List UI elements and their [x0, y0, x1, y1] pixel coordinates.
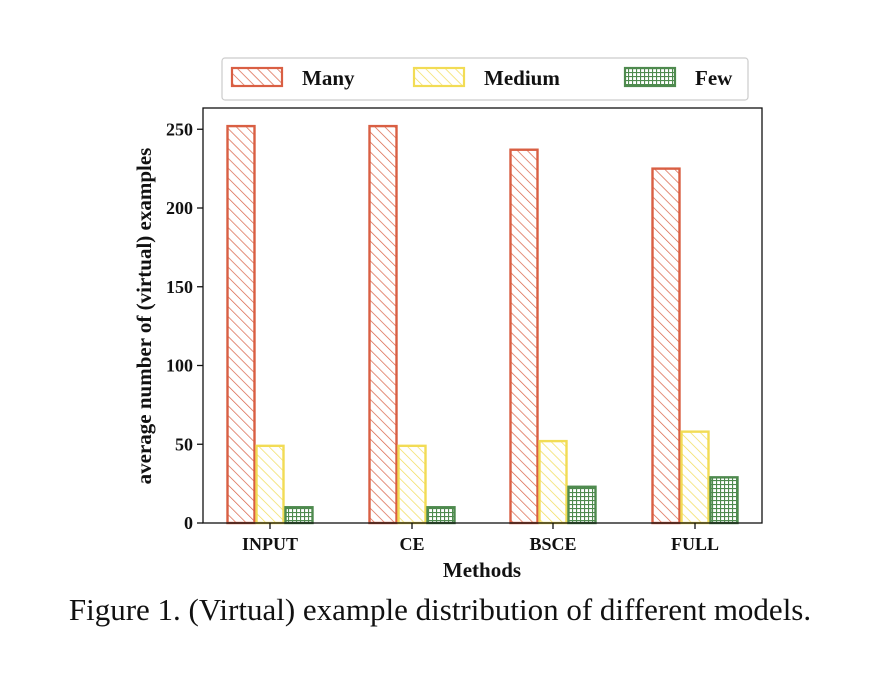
y-tick-label: 0 — [184, 513, 193, 533]
bar-few-bsce — [567, 485, 597, 525]
y-axis-label: average number of (virtual) examples — [132, 148, 156, 485]
bar-many-ce — [368, 124, 398, 525]
x-tick-label-full: FULL — [671, 534, 719, 554]
x-axis: INPUT CE BSCE FULL — [242, 523, 719, 554]
legend-swatch-medium — [412, 66, 466, 88]
x-tick-label-bsce: BSCE — [529, 534, 576, 554]
x-tick-label-input: INPUT — [242, 534, 298, 554]
bar-few-ce — [426, 506, 456, 525]
y-tick-label: 150 — [166, 277, 193, 297]
legend-frame — [221, 57, 749, 101]
bar-many-input — [226, 124, 256, 525]
bar-few-full — [709, 476, 739, 525]
y-tick-label: 50 — [175, 434, 193, 454]
figure-caption: Figure 1. (Virtual) example distribution… — [68, 592, 812, 627]
legend: Many Medium Few — [221, 57, 749, 101]
bar-many-full — [651, 167, 681, 525]
bar-few-input — [284, 506, 314, 525]
x-axis-label: Methods — [443, 558, 521, 582]
bar-chart: Many Medium Few 0 50 100 150 200 250 INPUT CE B… — [132, 57, 763, 582]
bar-many-bsce — [509, 148, 539, 525]
bar-medium-ce — [397, 444, 427, 525]
plot-frame — [202, 107, 763, 524]
y-tick-label: 250 — [166, 119, 193, 139]
bar-medium-bsce — [538, 439, 568, 525]
x-tick-label-ce: CE — [399, 534, 424, 554]
legend-swatch-few — [623, 66, 677, 88]
legend-label-many: Many — [302, 66, 355, 90]
y-tick-label: 200 — [166, 198, 193, 218]
bar-medium-input — [255, 444, 285, 525]
legend-swatch-many — [230, 66, 284, 88]
y-tick-label: 100 — [166, 356, 193, 376]
y-axis: 0 50 100 150 200 250 — [166, 119, 203, 533]
bars-layer — [226, 124, 739, 525]
legend-label-medium: Medium — [484, 66, 560, 90]
legend-label-few: Few — [695, 66, 733, 90]
bar-medium-full — [680, 430, 710, 525]
